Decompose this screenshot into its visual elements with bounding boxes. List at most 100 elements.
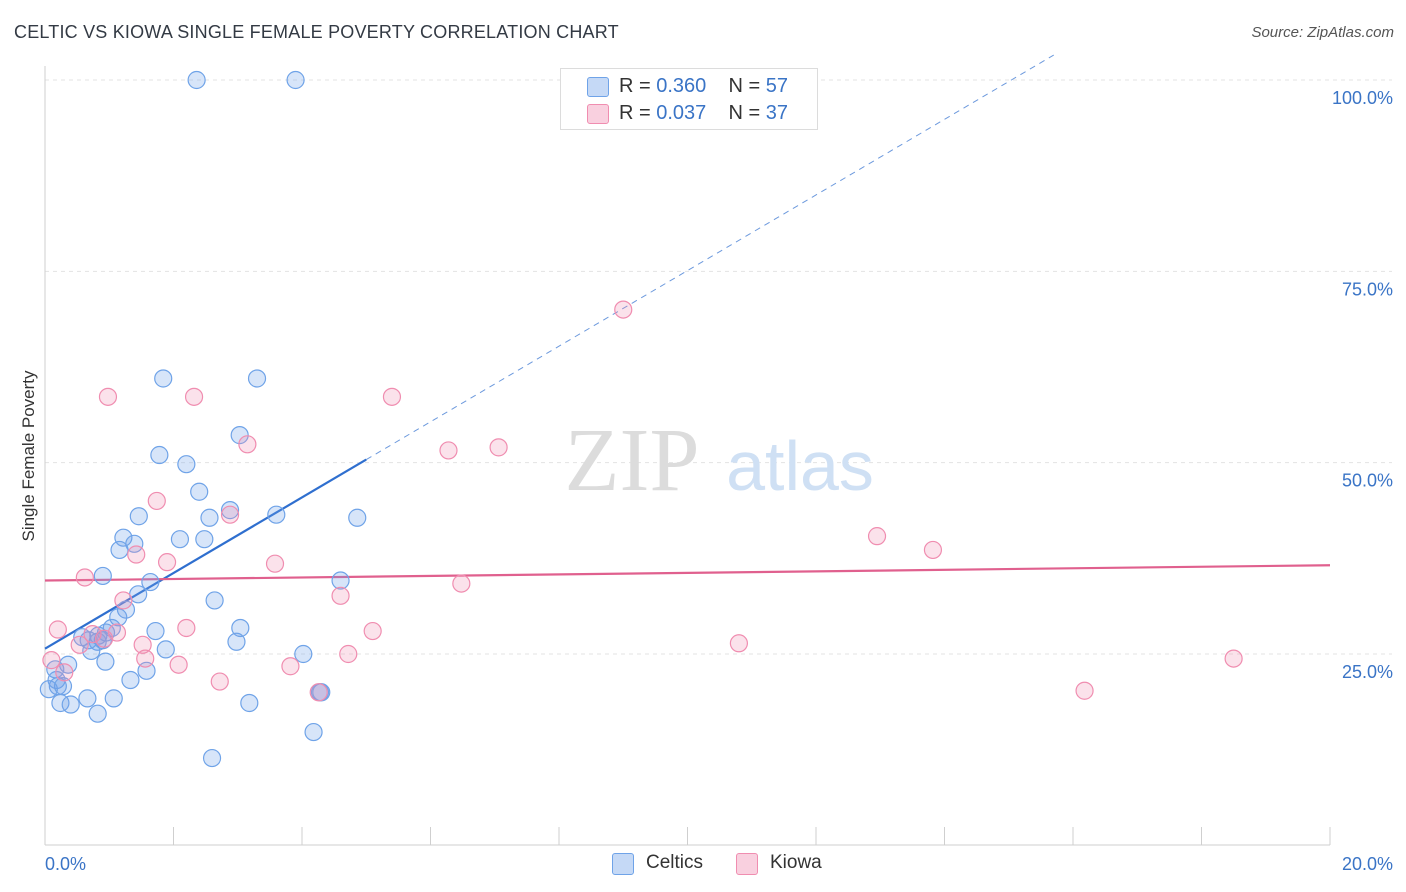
tick-labels: 25.0% 50.0% 75.0% 100.0% 0.0% 20.0% Single Fem… xyxy=(19,88,1393,874)
point-kiowa xyxy=(55,663,74,682)
point-celtics xyxy=(240,693,259,713)
legend-r-value: 0.037 xyxy=(656,102,707,124)
x-tick-label: 0.0% xyxy=(45,854,86,874)
legend-r-label: R = xyxy=(619,75,657,97)
point-celtics xyxy=(247,369,267,388)
point-celtics xyxy=(110,540,129,560)
source-label: Source: ZipAtlas.com xyxy=(1251,24,1394,41)
point-kiowa xyxy=(83,625,102,644)
point-celtics xyxy=(200,508,219,527)
point-kiowa xyxy=(48,620,67,639)
point-kiowa xyxy=(169,655,188,674)
point-celtics xyxy=(156,640,175,659)
point-kiowa xyxy=(184,387,204,406)
y-axis-label: Single Female Poverty xyxy=(19,370,38,542)
point-kiowa xyxy=(363,621,382,641)
data-points xyxy=(39,70,1243,768)
legend-n-label: N = xyxy=(728,75,766,97)
point-kiowa xyxy=(42,651,61,670)
point-celtics xyxy=(129,507,148,526)
legend-n-value: 57 xyxy=(765,75,789,97)
correlation-legend: R = 0.360 N = 57 R = 0.037 N = 37 xyxy=(560,68,818,130)
point-kiowa xyxy=(309,683,328,702)
point-celtics xyxy=(220,501,240,520)
point-celtics xyxy=(177,455,196,474)
point-celtics xyxy=(96,652,115,671)
point-kiowa xyxy=(1224,649,1243,668)
point-celtics xyxy=(231,618,250,638)
point-celtics xyxy=(202,748,222,768)
point-kiowa xyxy=(75,568,94,587)
point-kiowa xyxy=(127,545,146,564)
point-celtics xyxy=(227,632,246,651)
point-kiowa xyxy=(95,629,114,648)
point-kiowa xyxy=(210,672,229,691)
point-kiowa xyxy=(439,441,458,460)
point-kiowa xyxy=(133,635,152,654)
point-kiowa xyxy=(136,649,155,668)
point-celtics xyxy=(78,689,97,708)
point-kiowa xyxy=(98,387,118,406)
y-tick-label: 100.0% xyxy=(1332,88,1393,108)
point-kiowa xyxy=(614,300,633,319)
point-celtics xyxy=(104,689,123,708)
point-kiowa xyxy=(265,554,285,573)
trend-line-kiowa xyxy=(44,564,1331,582)
point-celtics xyxy=(348,508,367,527)
chart-title: CELTIC VS KIOWA SINGLE FEMALE POVERTY CO… xyxy=(14,22,619,42)
point-celtics xyxy=(146,621,165,641)
legend-label-celtics: Celtics xyxy=(646,852,704,873)
legend-swatch-kiowa xyxy=(587,104,609,124)
point-kiowa xyxy=(114,591,133,610)
point-kiowa xyxy=(281,657,300,676)
point-celtics xyxy=(294,644,313,664)
point-celtics xyxy=(195,530,214,549)
legend-swatch-celtics xyxy=(612,853,634,875)
point-celtics xyxy=(205,591,224,610)
legend-swatch-celtics xyxy=(587,77,609,97)
point-kiowa xyxy=(339,644,358,664)
watermark: ZIP atlas xyxy=(565,411,874,510)
gridlines xyxy=(45,79,1392,655)
point-kiowa xyxy=(1075,681,1094,700)
point-kiowa xyxy=(238,435,257,454)
point-celtics xyxy=(121,670,140,690)
axes xyxy=(44,66,1331,846)
y-tick-label: 25.0% xyxy=(1342,662,1393,682)
watermark-atlas: atlas xyxy=(726,427,874,505)
point-celtics xyxy=(187,70,206,90)
point-kiowa xyxy=(489,438,508,457)
point-celtics xyxy=(267,505,286,524)
y-tick-label: 75.0% xyxy=(1342,279,1393,299)
legend-r-label: R = xyxy=(619,102,657,124)
y-tick-label: 50.0% xyxy=(1342,471,1393,491)
point-kiowa xyxy=(157,553,177,572)
point-kiowa xyxy=(452,574,471,593)
x-tick-label: 20.0% xyxy=(1342,854,1393,874)
point-kiowa xyxy=(220,505,240,524)
point-kiowa xyxy=(331,586,350,605)
point-kiowa xyxy=(923,540,943,560)
trend-line-celtics xyxy=(44,458,367,650)
watermark-zip: ZIP xyxy=(565,411,700,510)
legend-label-kiowa: Kiowa xyxy=(770,852,822,873)
trend-extension-celtics xyxy=(365,54,1054,461)
point-celtics xyxy=(286,70,305,90)
point-celtics xyxy=(150,445,169,465)
point-celtics xyxy=(39,680,58,699)
point-kiowa xyxy=(382,387,402,406)
point-celtics xyxy=(109,608,128,627)
legend-n-label: N = xyxy=(728,102,766,124)
legend-r-value: 0.360 xyxy=(656,75,707,97)
point-celtics xyxy=(88,704,107,723)
point-kiowa xyxy=(867,527,887,546)
trend-lines xyxy=(44,54,1331,650)
point-kiowa xyxy=(70,635,89,654)
point-kiowa xyxy=(147,491,166,511)
point-celtics xyxy=(190,482,209,501)
point-celtics xyxy=(331,571,350,590)
point-celtics xyxy=(230,426,249,445)
point-kiowa xyxy=(177,618,196,638)
legend-swatch-kiowa xyxy=(736,853,758,875)
point-kiowa xyxy=(729,634,749,653)
